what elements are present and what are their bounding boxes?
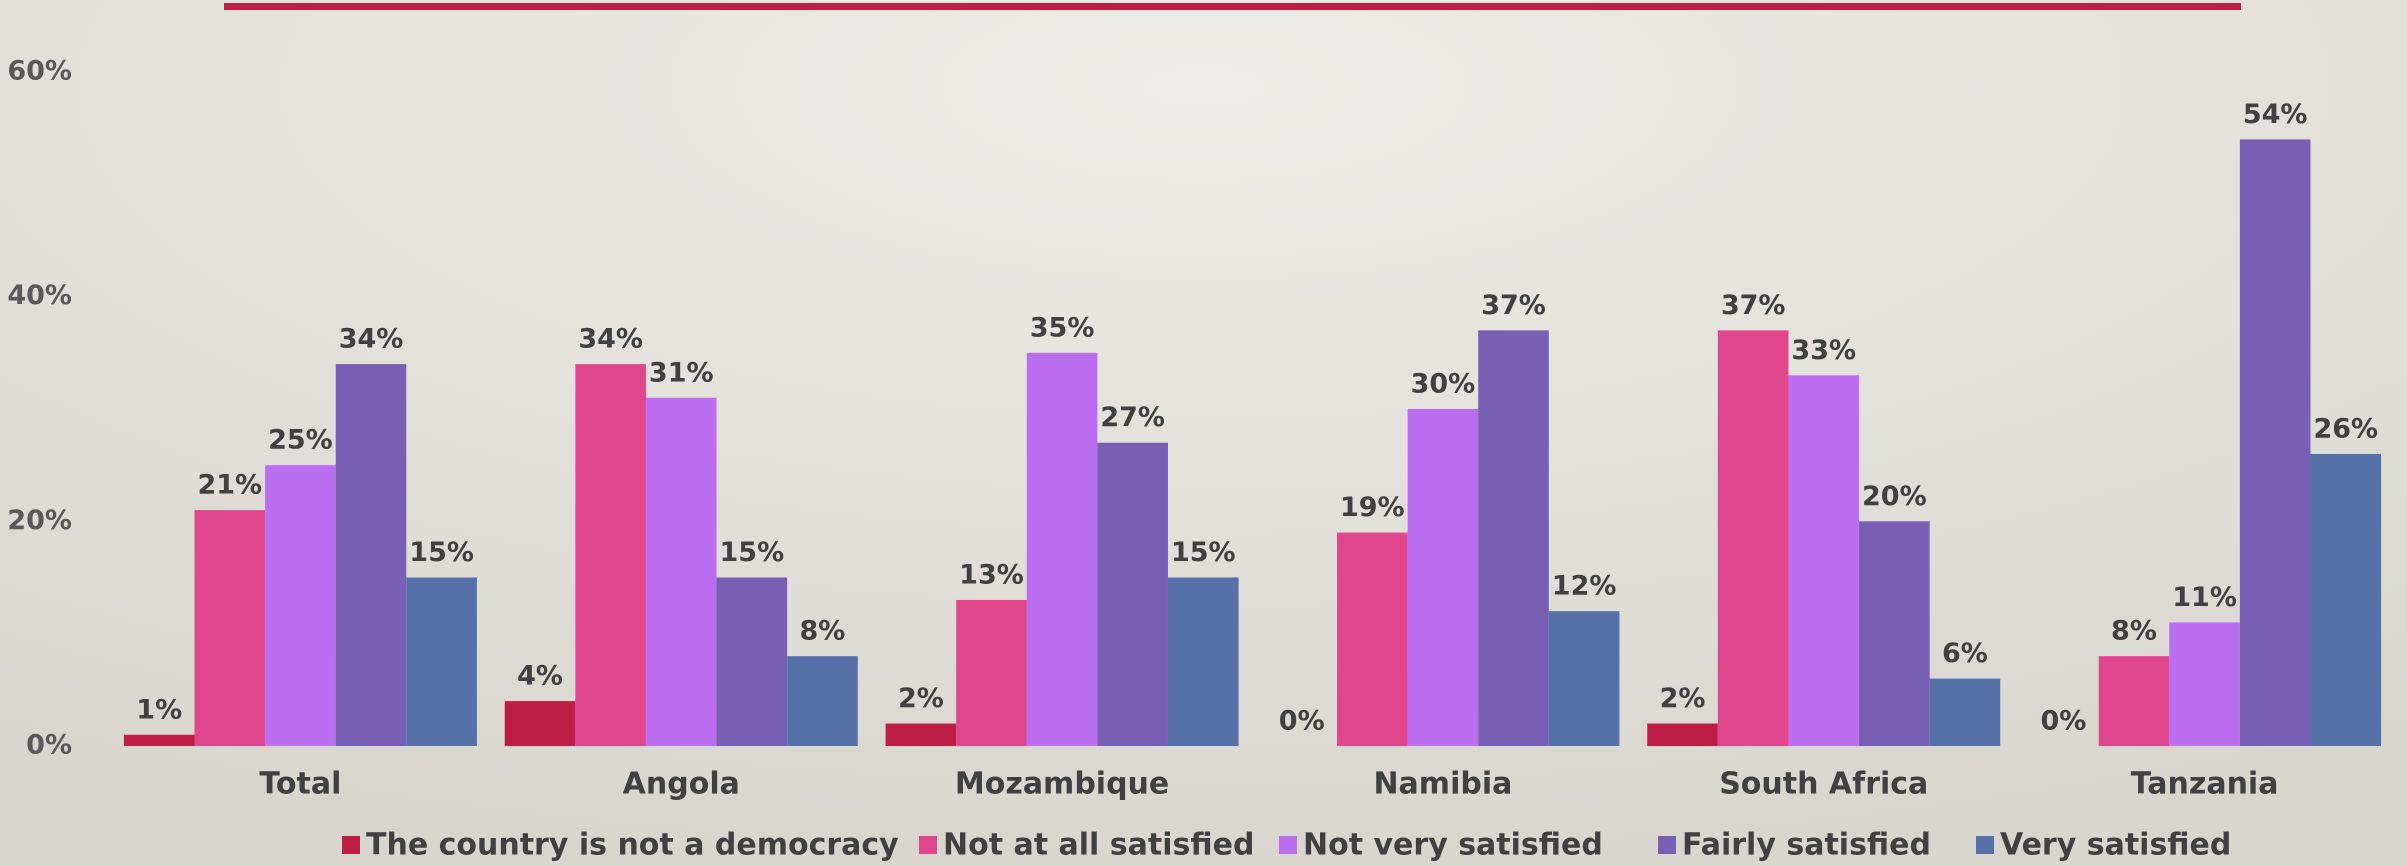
bar <box>787 656 858 746</box>
value-label: 6% <box>1942 638 1988 669</box>
value-label: 11% <box>2172 582 2237 613</box>
bar <box>504 701 576 746</box>
value-label: 8% <box>800 616 846 647</box>
bar <box>194 510 266 746</box>
bar <box>645 397 717 746</box>
value-label: 37% <box>1721 290 1786 321</box>
legend-swatch <box>342 836 360 854</box>
bar <box>2310 453 2382 746</box>
value-label: 2% <box>1660 683 1706 714</box>
legend-label: Very satisfied <box>2000 828 2231 863</box>
bar <box>2098 656 2170 746</box>
bar <box>956 599 1027 746</box>
bar <box>575 364 646 746</box>
bar <box>1929 678 2001 746</box>
bar <box>1167 577 1239 746</box>
bar <box>1026 352 1098 746</box>
value-label: 27% <box>1100 402 1165 433</box>
bar <box>1548 611 1620 746</box>
x-tick-label: South Africa <box>1719 767 1928 802</box>
x-tick-label: Tanzania <box>2131 767 2279 802</box>
value-label: 0% <box>1279 706 1325 737</box>
value-label: 25% <box>268 425 333 456</box>
value-label: 37% <box>1481 290 1546 321</box>
bar <box>1647 723 1718 746</box>
bar <box>265 465 336 746</box>
value-label: 19% <box>1340 492 1405 523</box>
x-tick-label: Angola <box>623 767 740 802</box>
bar <box>406 577 477 746</box>
value-label: 34% <box>578 324 643 355</box>
value-label: 1% <box>136 694 182 725</box>
x-tick-label: Mozambique <box>955 767 1169 802</box>
legend-swatch <box>919 836 937 854</box>
value-label: 4% <box>517 661 563 692</box>
header-rule <box>224 3 2241 10</box>
bar <box>1859 521 1930 746</box>
value-label: 13% <box>959 559 1024 590</box>
bar <box>1407 409 1479 746</box>
x-tick-label: Namibia <box>1373 767 1512 802</box>
value-label: 31% <box>649 357 714 388</box>
value-label: 54% <box>2243 99 2308 130</box>
value-label: 0% <box>2040 706 2086 737</box>
value-label: 33% <box>1791 335 1856 366</box>
value-label: 15% <box>720 537 785 568</box>
bar <box>1717 330 1789 746</box>
bar <box>1788 375 1860 746</box>
bar <box>123 734 195 746</box>
value-label: 20% <box>1862 481 1927 512</box>
bar <box>1097 442 1168 746</box>
y-tick-label: 20% <box>7 505 72 536</box>
y-tick-label: 60% <box>7 56 72 87</box>
value-label: 34% <box>339 324 404 355</box>
value-label: 8% <box>2111 616 2157 647</box>
value-label: 15% <box>409 537 474 568</box>
bar <box>716 577 788 746</box>
bar <box>1337 532 1408 746</box>
bar <box>2169 622 2240 746</box>
y-tick-label: 0% <box>26 730 72 761</box>
legend-label: Not very satisfied <box>1303 828 1603 863</box>
bar <box>1478 330 1549 746</box>
value-label: 21% <box>197 470 262 501</box>
legend-label: The country is not a democracy <box>366 828 899 863</box>
legend-label: Fairly satisfied <box>1682 828 1931 863</box>
value-label: 12% <box>1552 571 1617 602</box>
y-tick-label: 40% <box>7 280 72 311</box>
value-label: 35% <box>1030 312 1095 343</box>
value-label: 26% <box>2313 413 2378 444</box>
legend-label: Not at all satisfied <box>943 828 1254 863</box>
bar <box>335 364 407 746</box>
value-label: 15% <box>1171 537 1236 568</box>
value-label: 30% <box>1411 369 1476 400</box>
bar <box>2239 139 2311 746</box>
value-label: 2% <box>898 683 944 714</box>
legend-swatch <box>1976 836 1994 854</box>
bar <box>885 723 957 746</box>
legend-swatch <box>1279 836 1297 854</box>
legend-swatch <box>1658 836 1676 854</box>
x-tick-label: Total <box>259 767 341 802</box>
